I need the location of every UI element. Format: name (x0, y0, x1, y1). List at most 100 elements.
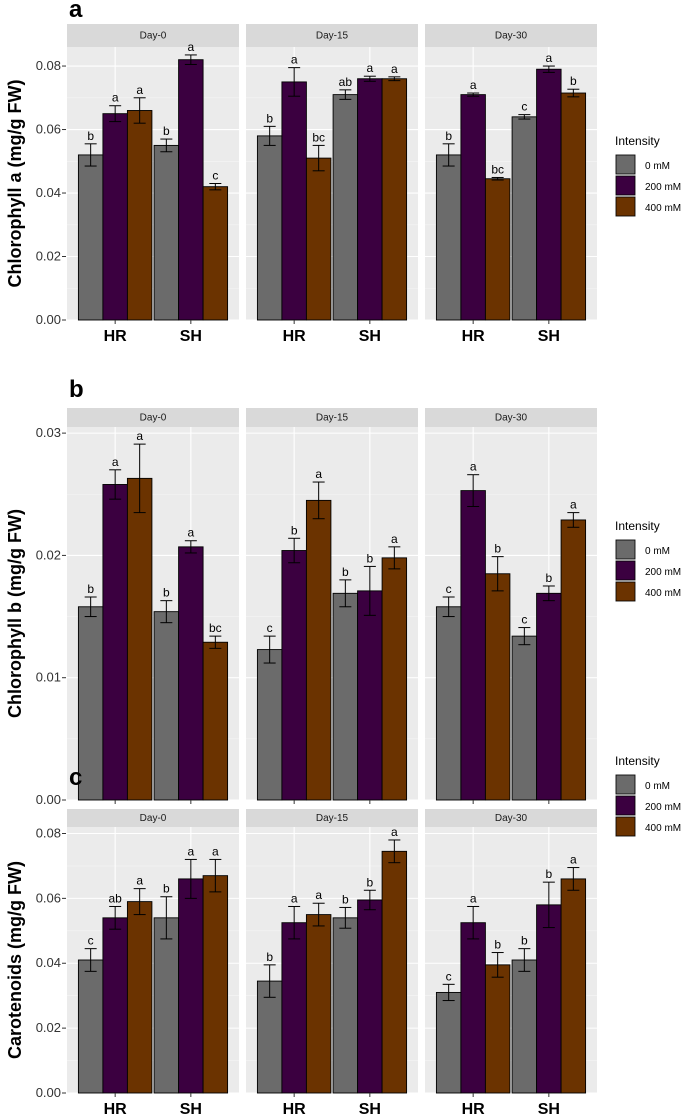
bar-group-hr: b a a (77, 429, 153, 801)
bar-400mM (381, 850, 408, 1094)
significance-letter: c (88, 934, 94, 948)
bar-400mM (305, 157, 332, 321)
significance-letter: b (521, 934, 528, 948)
bar-group-hr: c b a (256, 467, 332, 801)
bar-group-hr: b a bc (435, 78, 511, 321)
facet-strip (67, 24, 239, 47)
facet-day-0: Day-0 b a a HR b a c SH (67, 24, 239, 345)
y-tick-label: 0.00 (36, 1085, 61, 1100)
facet-day-15: Day-15cbaHRbbaSH (246, 408, 418, 825)
y-tick-label: 0.00 (36, 312, 61, 327)
significance-letter: c (212, 169, 218, 183)
bar-200mM (178, 59, 204, 321)
facet-strip-label: Day-30 (495, 413, 528, 424)
facet-day-0: Day-0baaHRbabcSH (67, 408, 239, 825)
significance-letter: b (342, 565, 349, 579)
significance-letter: a (470, 891, 477, 905)
bar-group-sh: b b a (332, 825, 408, 1094)
bar-0mM (153, 144, 180, 321)
bar-200mM (460, 94, 486, 321)
bar-200mM (536, 592, 562, 801)
legend-label: 200 mM (645, 567, 681, 578)
significance-letter: a (391, 532, 398, 546)
bar-group-sh: b a a (153, 844, 229, 1094)
bar-400mM (484, 178, 511, 321)
significance-letter: b (494, 542, 501, 556)
significance-letter: a (366, 61, 373, 75)
significance-letter: a (315, 888, 322, 902)
significance-letter: b (87, 129, 94, 143)
panel-c: c Carotenoids (mg/g FW) 0.00 0.02 0.04 0.06 0.… (5, 754, 681, 1118)
significance-letter: a (570, 853, 577, 867)
bar-0mM (435, 606, 462, 801)
bar-0mM (77, 154, 104, 321)
bar-0mM (256, 649, 283, 801)
bar-200mM (357, 590, 383, 801)
significance-letter: a (112, 91, 119, 105)
y-tick-label: 0.08 (36, 58, 61, 73)
significance-letter: a (391, 825, 398, 839)
x-tick-label: SH (359, 1101, 381, 1118)
significance-letter: a (187, 40, 194, 54)
bar-group-sh: b a c (153, 40, 229, 321)
bar-200mM (281, 550, 307, 801)
significance-letter: b (366, 551, 373, 565)
bar-400mM (484, 573, 511, 801)
legend-label: 400 mM (645, 823, 681, 834)
legend-label: 0 mM (645, 546, 670, 557)
bar-400mM (381, 78, 408, 321)
panel-letter: c (69, 764, 82, 791)
bar-0mM (256, 980, 283, 1094)
significance-letter: b (163, 586, 170, 600)
bar-group-hr: b a bc (256, 53, 332, 321)
y-tick-label: 0.02 (36, 547, 61, 562)
legend-swatch (615, 175, 636, 196)
bar-0mM (511, 959, 538, 1094)
legend: Intensity 0 mM 200 mM 400 mM (615, 519, 681, 602)
facet-strip-label: Day-15 (316, 813, 349, 824)
significance-letter: a (291, 53, 298, 67)
bar-400mM (305, 914, 332, 1094)
facet-strip-label: Day-15 (316, 413, 349, 424)
significance-letter: b (494, 938, 501, 952)
facet-strip (425, 408, 597, 427)
significance-letter: b (342, 892, 349, 906)
bar-0mM (435, 154, 462, 321)
legend-swatch (615, 774, 636, 795)
legend-swatch (615, 560, 636, 581)
significance-letter: a (136, 83, 143, 97)
bar-200mM (357, 78, 383, 321)
bar-400mM (560, 878, 587, 1094)
x-tick-label: SH (538, 328, 560, 345)
legend-title: Intensity (615, 754, 660, 768)
bar-400mM (126, 901, 153, 1094)
bar-400mM (560, 519, 587, 801)
significance-letter: c (446, 582, 452, 596)
legend: Intensity 0 mM 200 mM 400 mM (615, 134, 681, 217)
bar-0mM (511, 635, 538, 801)
y-axis-label: Chlorophyll b (mg/g FW) (5, 509, 25, 718)
legend: Intensity 0 mM 200 mM 400 mM (615, 754, 681, 837)
panel-b: b Chlorophyll b (mg/g FW) 0.00 0.01 0.02 0.03… (5, 376, 681, 825)
significance-letter: a (391, 62, 398, 76)
bar-400mM (126, 477, 153, 801)
legend-label: 0 mM (645, 161, 670, 172)
facet-day-30: Day-30 c a b HR b b a SH (425, 809, 597, 1118)
x-tick-label: HR (462, 328, 486, 345)
bar-0mM (153, 917, 180, 1094)
significance-letter: c (446, 969, 452, 983)
facet-strip (246, 809, 418, 827)
significance-letter: a (291, 891, 298, 905)
legend-title: Intensity (615, 134, 660, 148)
bar-0mM (332, 917, 359, 1094)
legend-swatch (615, 816, 636, 837)
legend-label: 0 mM (645, 781, 670, 792)
facet-strip-label: Day-30 (495, 813, 528, 824)
bar-0mM (511, 116, 538, 321)
x-tick-label: HR (283, 1101, 307, 1118)
significance-letter: b (545, 867, 552, 881)
x-tick-label: HR (104, 328, 128, 345)
bar-400mM (202, 186, 229, 321)
